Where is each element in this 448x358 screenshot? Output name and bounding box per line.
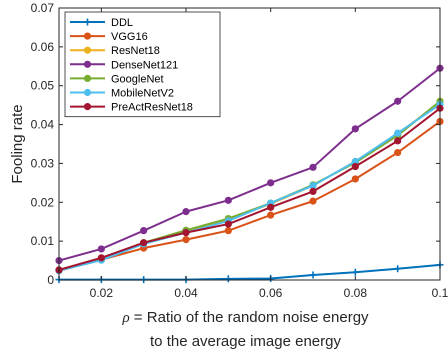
data-point [267,179,275,187]
data-point [140,239,148,247]
data-point [182,208,190,216]
data-point [394,148,402,157]
data-point [394,265,402,273]
x-axis-label-line2: to the average image energy [150,333,341,350]
legend-label: ResNet18 [111,45,160,57]
y-tick-label: 0.03 [31,156,55,170]
data-point [224,196,232,204]
data-point [309,163,317,171]
y-tick-label: 0.01 [31,234,55,248]
data-point [351,268,359,276]
y-axis-ticks: 0 0.01 0.02 0.03 0.04 0.05 0.06 0.07 [31,1,440,287]
legend-label: DenseNet121 [111,59,178,71]
y-tick-label: 0.04 [31,118,55,132]
legend-item-mobilenetv2: MobileNetV2 [70,88,174,100]
data-point [309,187,317,196]
x-axis-symbol: ρ [121,310,129,326]
legend-label: MobileNetV2 [111,88,174,100]
legend-item-densenet121: DenseNet121 [70,59,178,71]
data-point [351,125,359,133]
data-point [97,245,105,253]
data-point [309,181,317,190]
legend-label: GoogleNet [111,73,164,85]
series-line [58,103,441,272]
data-point [267,203,275,211]
x-tick-label: 0.1 [432,286,448,300]
legend-item-googlenet: GoogleNet [70,73,164,85]
x-tick-label: 0.02 [90,286,114,300]
x-axis-ticks: 0.02 0.04 0.06 0.08 0.1 [90,8,448,300]
series-line [58,67,441,262]
data-point [267,211,275,219]
plot-frame [58,7,441,281]
series-line [58,107,441,271]
legend-item-preactresnet18: PreActResNet18 [70,102,193,114]
data-point [140,227,148,235]
data-point [394,137,402,145]
data-point [394,97,402,105]
data-point [182,235,190,244]
x-tick-label: 0.08 [344,286,368,300]
y-axis-label: Fooling rate [9,104,26,183]
data-point [351,162,359,171]
legend: DDL VGG16 ResNet18 DenseNet121 GoogleNet Mobi… [64,11,221,118]
series-line [58,120,441,272]
data-point [224,227,232,235]
legend-label: DDL [111,17,133,29]
series-preactresnet18 [55,104,444,274]
x-tick-label: 0.06 [259,286,283,300]
x-axis-label-line1: ρ = Ratio of the random noise energy [121,309,369,326]
data-point [309,271,317,279]
y-tick-label: 0.05 [31,79,55,93]
legend-item-vgg16: VGG16 [70,31,148,43]
data-point [182,228,190,237]
data-point [97,254,105,262]
data-point [224,220,232,228]
data-point [224,275,232,283]
x-axis-label-text: = Ratio of the random noise energy [130,309,369,326]
data-point [309,197,317,205]
y-tick-label: 0.02 [31,195,55,209]
x-tick-label: 0.04 [174,286,198,300]
series-densenet121 [55,64,444,265]
y-tick-label: 0.07 [31,1,55,15]
legend-label: PreActResNet18 [111,102,193,114]
legend-item-ddl: DDL [70,17,133,29]
legend-item-resnet18: ResNet18 [70,45,160,57]
series-layer [55,64,444,284]
y-tick-label: 0.06 [31,40,55,54]
data-point [394,129,402,137]
y-tick-label: 0 [47,273,54,287]
data-point [351,175,359,183]
legend-label: VGG16 [111,31,148,43]
